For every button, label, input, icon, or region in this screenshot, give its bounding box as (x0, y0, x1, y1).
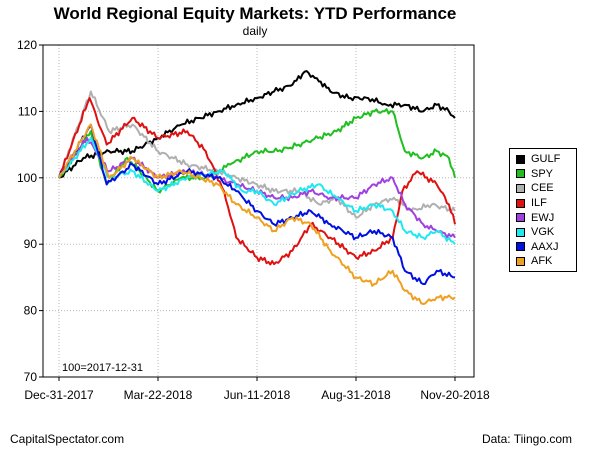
baseline-note: 100=2017-12-31 (62, 362, 143, 374)
legend-swatch (516, 256, 525, 266)
y-tick-label: 80 (24, 304, 38, 318)
legend-swatch (516, 183, 525, 193)
legend-label: AFK (531, 255, 553, 268)
series-line-aaxj (58, 123, 456, 285)
legend-item-ilf: ILF (516, 196, 576, 211)
legend-label: CEE (531, 182, 554, 195)
legend-item-cee: CEE (516, 181, 576, 196)
x-tick-label: Jun-11-2018 (224, 388, 291, 402)
series-line-afk (58, 123, 456, 305)
legend-item-gulf: GULF (516, 152, 576, 167)
x-tick-label: Aug-31-2018 (321, 388, 391, 402)
legend-label: GULF (531, 153, 561, 166)
legend-item-aaxj: AAXJ (516, 240, 576, 255)
legend-label: SPY (531, 167, 554, 180)
x-tick-label: Mar-22-2018 (124, 388, 193, 402)
data-credit: Data: Tiingo.com (481, 432, 572, 446)
x-tick-label: Nov-20-2018 (420, 388, 490, 402)
legend-swatch (516, 169, 525, 179)
legend-label: AAXJ (531, 240, 559, 253)
legend-label: VGK (531, 226, 555, 239)
source-credit: CapitalSpectator.com (10, 432, 125, 446)
y-tick-label: 90 (24, 237, 38, 251)
series-line-vgk (58, 137, 456, 245)
legend-swatch (516, 213, 525, 223)
legend-swatch (516, 242, 525, 252)
legend-item-vgk: VGK (516, 225, 576, 240)
y-tick-label: 100 (17, 171, 37, 185)
plot-frame (42, 44, 475, 378)
series-line-gulf (58, 70, 456, 179)
series-line-ilf (58, 97, 456, 266)
legend-item-ewj: EWJ (516, 210, 576, 225)
legend: GULF SPY CEE ILF EWJ VGK AAXJ AFK (509, 148, 577, 272)
x-tick-label: Dec-31-2017 (24, 388, 94, 402)
chart-subtitle: daily (242, 24, 268, 38)
y-tick-label: 110 (18, 104, 37, 118)
legend-swatch (516, 227, 525, 237)
legend-item-afk: AFK (516, 254, 576, 269)
legend-item-spy: SPY (516, 167, 576, 182)
y-tick-label: 70 (24, 370, 38, 384)
y-tick-label: 120 (17, 38, 37, 52)
legend-swatch (516, 154, 525, 164)
legend-label: EWJ (531, 211, 555, 224)
chart-title: World Regional Equity Markets: YTD Perfo… (53, 4, 457, 23)
legend-swatch (516, 198, 525, 208)
legend-label: ILF (531, 197, 547, 210)
